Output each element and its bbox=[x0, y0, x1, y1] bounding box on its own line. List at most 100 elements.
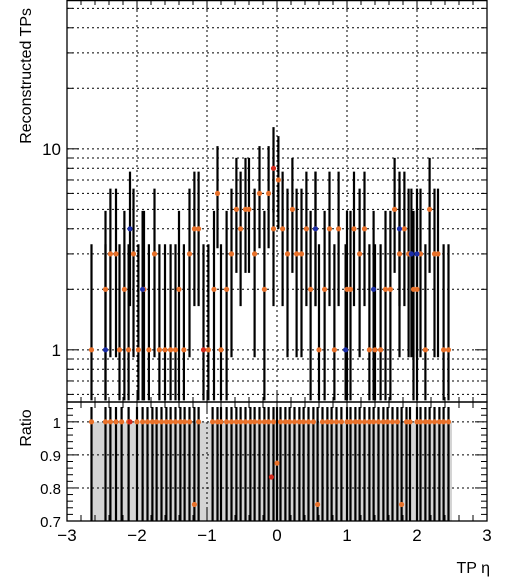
ratio-data-point bbox=[389, 419, 396, 425]
top-data-point bbox=[191, 226, 197, 232]
top-data-point bbox=[441, 347, 447, 353]
top-data-point bbox=[445, 347, 452, 353]
ratio-data-point bbox=[270, 419, 277, 425]
x-tick-label: −1 bbox=[197, 526, 216, 545]
ratio-data-point bbox=[417, 419, 424, 425]
top-data-point bbox=[284, 251, 291, 257]
top-data-point bbox=[361, 226, 368, 232]
top-data-point bbox=[357, 251, 363, 257]
x-tick-label: −2 bbox=[127, 526, 146, 545]
ratio-data-point bbox=[119, 419, 125, 425]
top-data-point bbox=[366, 347, 372, 353]
top-data-point bbox=[107, 251, 113, 257]
ratio-data-point bbox=[399, 501, 405, 508]
top-data-point bbox=[135, 347, 141, 353]
top-data-point bbox=[88, 347, 95, 353]
ratio-data-point bbox=[177, 419, 183, 425]
top-data-point bbox=[196, 226, 202, 232]
ratio-data-point bbox=[375, 419, 382, 425]
top-data-point bbox=[270, 165, 277, 171]
top-data-point bbox=[303, 226, 309, 232]
top-data-point bbox=[396, 226, 403, 232]
top-y-tick-label: 10 bbox=[42, 140, 61, 159]
ratio-data-point bbox=[252, 419, 258, 425]
x-tick-label: 2 bbox=[412, 526, 421, 545]
top-data-point bbox=[218, 347, 224, 353]
top-data-point bbox=[408, 251, 414, 257]
ratio-data-point bbox=[218, 419, 224, 425]
ratio-data-point bbox=[233, 419, 239, 425]
top-data-point bbox=[211, 286, 217, 292]
ratio-data-point bbox=[319, 419, 326, 425]
top-data-point bbox=[186, 251, 193, 257]
x-tick-label: 0 bbox=[272, 526, 281, 545]
ratio-data-point bbox=[357, 419, 363, 425]
x-tick-label: 1 bbox=[342, 526, 351, 545]
top-plot-area: 1 10 bbox=[42, 0, 488, 403]
ratio-data-point bbox=[315, 501, 321, 508]
top-data-point bbox=[322, 286, 328, 292]
top-data-point bbox=[181, 347, 187, 353]
top-data-point bbox=[275, 177, 281, 183]
top-data-point bbox=[351, 226, 357, 232]
ratio-data-point bbox=[333, 419, 340, 425]
top-data-points bbox=[88, 165, 452, 353]
top-data-point bbox=[312, 226, 319, 232]
top-data-point bbox=[435, 251, 441, 257]
top-data-point bbox=[238, 226, 244, 232]
top-data-point bbox=[127, 226, 133, 232]
top-data-point bbox=[336, 226, 342, 232]
ratio-data-point bbox=[296, 419, 302, 425]
top-data-point bbox=[140, 286, 146, 292]
x-tick-label: −3 bbox=[57, 526, 76, 545]
top-data-point bbox=[224, 286, 230, 292]
top-data-point bbox=[378, 347, 384, 353]
ratio-data-point bbox=[256, 419, 263, 425]
top-data-point bbox=[280, 226, 286, 232]
ratio-data-point bbox=[366, 419, 372, 425]
top-data-point bbox=[116, 347, 123, 353]
ratio-data-point bbox=[88, 419, 95, 425]
ratio-data-point bbox=[287, 419, 293, 425]
ratio-data-point bbox=[102, 419, 109, 425]
ratio-data-point bbox=[224, 419, 230, 425]
ratio-data-point bbox=[149, 419, 155, 425]
top-data-point bbox=[414, 286, 420, 292]
top-data-point bbox=[372, 347, 378, 353]
ratio-data-point bbox=[113, 419, 119, 425]
top-data-point bbox=[156, 347, 162, 353]
top-data-point bbox=[331, 347, 337, 353]
top-data-point bbox=[316, 347, 322, 353]
top-data-point bbox=[396, 251, 403, 257]
top-data-point bbox=[392, 206, 398, 212]
top-data-point bbox=[200, 347, 207, 353]
ratio-data-point bbox=[422, 419, 428, 425]
ratio-data-point bbox=[371, 419, 377, 425]
top-data-point bbox=[102, 286, 109, 292]
ratio-data-point bbox=[158, 419, 165, 425]
ratio-data-point bbox=[266, 419, 272, 425]
ratio-data-point bbox=[228, 419, 235, 425]
ratio-data-point bbox=[191, 501, 197, 508]
top-data-point bbox=[401, 226, 407, 232]
ratio-data-point bbox=[144, 419, 151, 425]
ratio-data-point bbox=[168, 419, 174, 425]
top-data-point bbox=[343, 347, 349, 353]
top-data-point bbox=[261, 286, 267, 292]
ratio-y-tick-label: 0.9 bbox=[40, 448, 61, 465]
top-data-point bbox=[294, 251, 300, 257]
top-data-point bbox=[414, 251, 420, 257]
ratio-data-point bbox=[277, 419, 284, 425]
top-data-point bbox=[347, 286, 354, 292]
ratio-data-point bbox=[163, 419, 169, 425]
top-data-point bbox=[151, 251, 158, 257]
top-y-axis-title: Reconstructed TPs bbox=[18, 8, 35, 144]
top-data-point bbox=[427, 206, 433, 212]
x-tick-label: 3 bbox=[482, 526, 491, 545]
ratio-y-tick-label: 1 bbox=[53, 415, 61, 432]
ratio-y-tick-label: 0.8 bbox=[40, 481, 61, 498]
ratio-y-tick-label: 0.7 bbox=[40, 514, 61, 531]
ratio-plot-area: 1 0.9 0.8 0.7−3 −2 −1 0 1 2 3 bbox=[40, 401, 492, 545]
ratio-data-point bbox=[127, 419, 133, 425]
